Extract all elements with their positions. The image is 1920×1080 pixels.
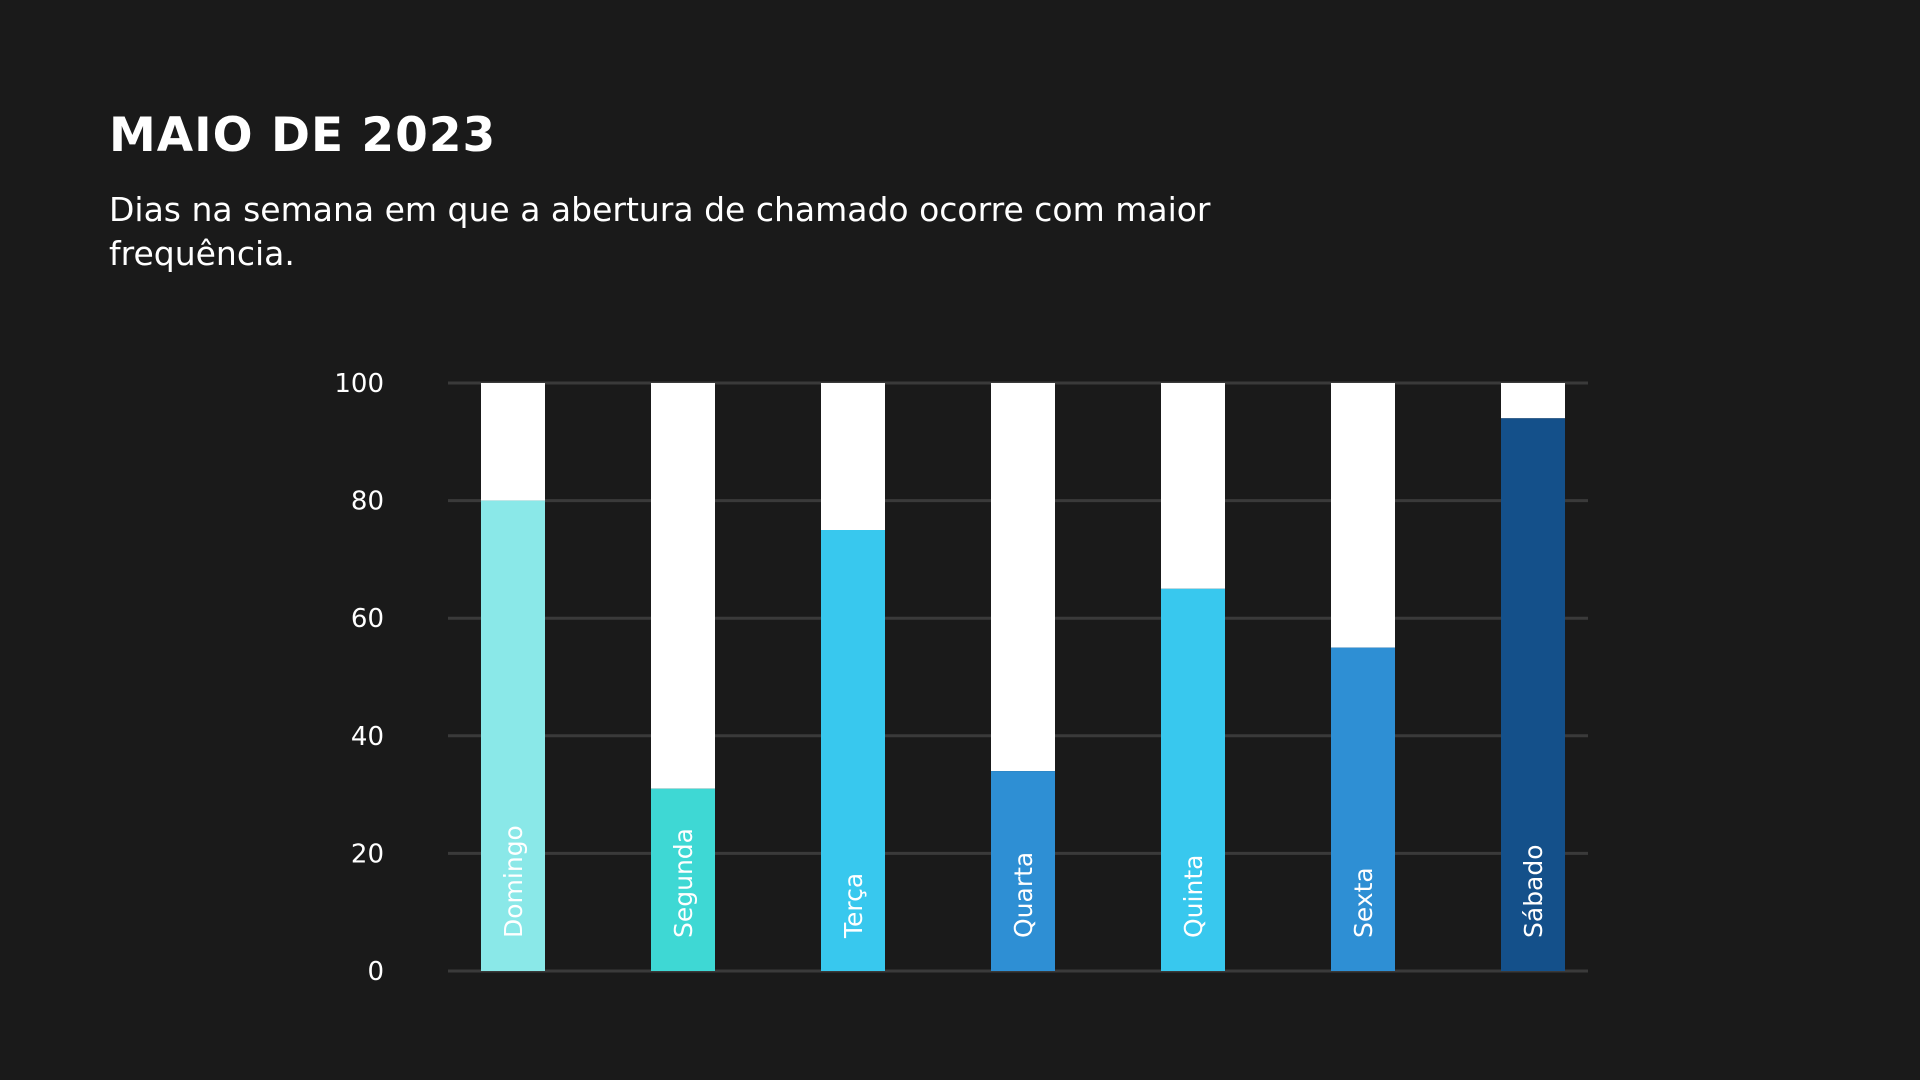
bar [481,500,545,971]
page-title: MAIO DE 2023 [109,108,497,163]
bar-group: Sexta [1331,383,1395,971]
y-tick-label: 20 [351,839,384,869]
bar-remainder [651,383,715,789]
y-tick-label: 40 [351,722,384,752]
category-label: Terça [839,873,868,939]
bar [1501,418,1565,971]
category-label: Quinta [1179,855,1208,938]
y-tick-label: 60 [351,604,384,634]
bar-remainder [1501,383,1565,419]
bar-group: Terça [821,383,885,971]
y-tick-label: 0 [367,957,384,987]
category-label: Quarta [1009,852,1038,938]
bar-group: Segunda [651,383,715,971]
bar-group: Domingo [481,383,545,971]
bars: Domingo Segunda Terça Quarta Quinta Sexta Sába… [481,383,1565,971]
y-axis-ticks: 0 20 40 60 80 100 [334,369,384,987]
y-tick-label: 80 [351,487,384,517]
bar-remainder [481,383,545,501]
bar-group: Quinta [1161,383,1225,971]
bar-remainder [1331,383,1395,648]
page-subtitle: Dias na semana em que a abertura de cham… [109,190,1211,273]
category-label: Sábado [1519,844,1548,938]
bar-remainder [991,383,1055,772]
category-label: Segunda [669,828,698,938]
bar [821,530,885,971]
bar-group: Quarta [991,383,1055,971]
bar [1331,647,1395,971]
y-tick-label: 100 [334,369,384,399]
bar-remainder [1161,383,1225,589]
bar-remainder [821,383,885,530]
bar [651,788,715,971]
bar [1161,588,1225,971]
bar-group: Sábado [1501,383,1565,971]
bar [991,771,1055,971]
category-label: Sexta [1349,867,1378,938]
category-label: Domingo [499,825,528,938]
